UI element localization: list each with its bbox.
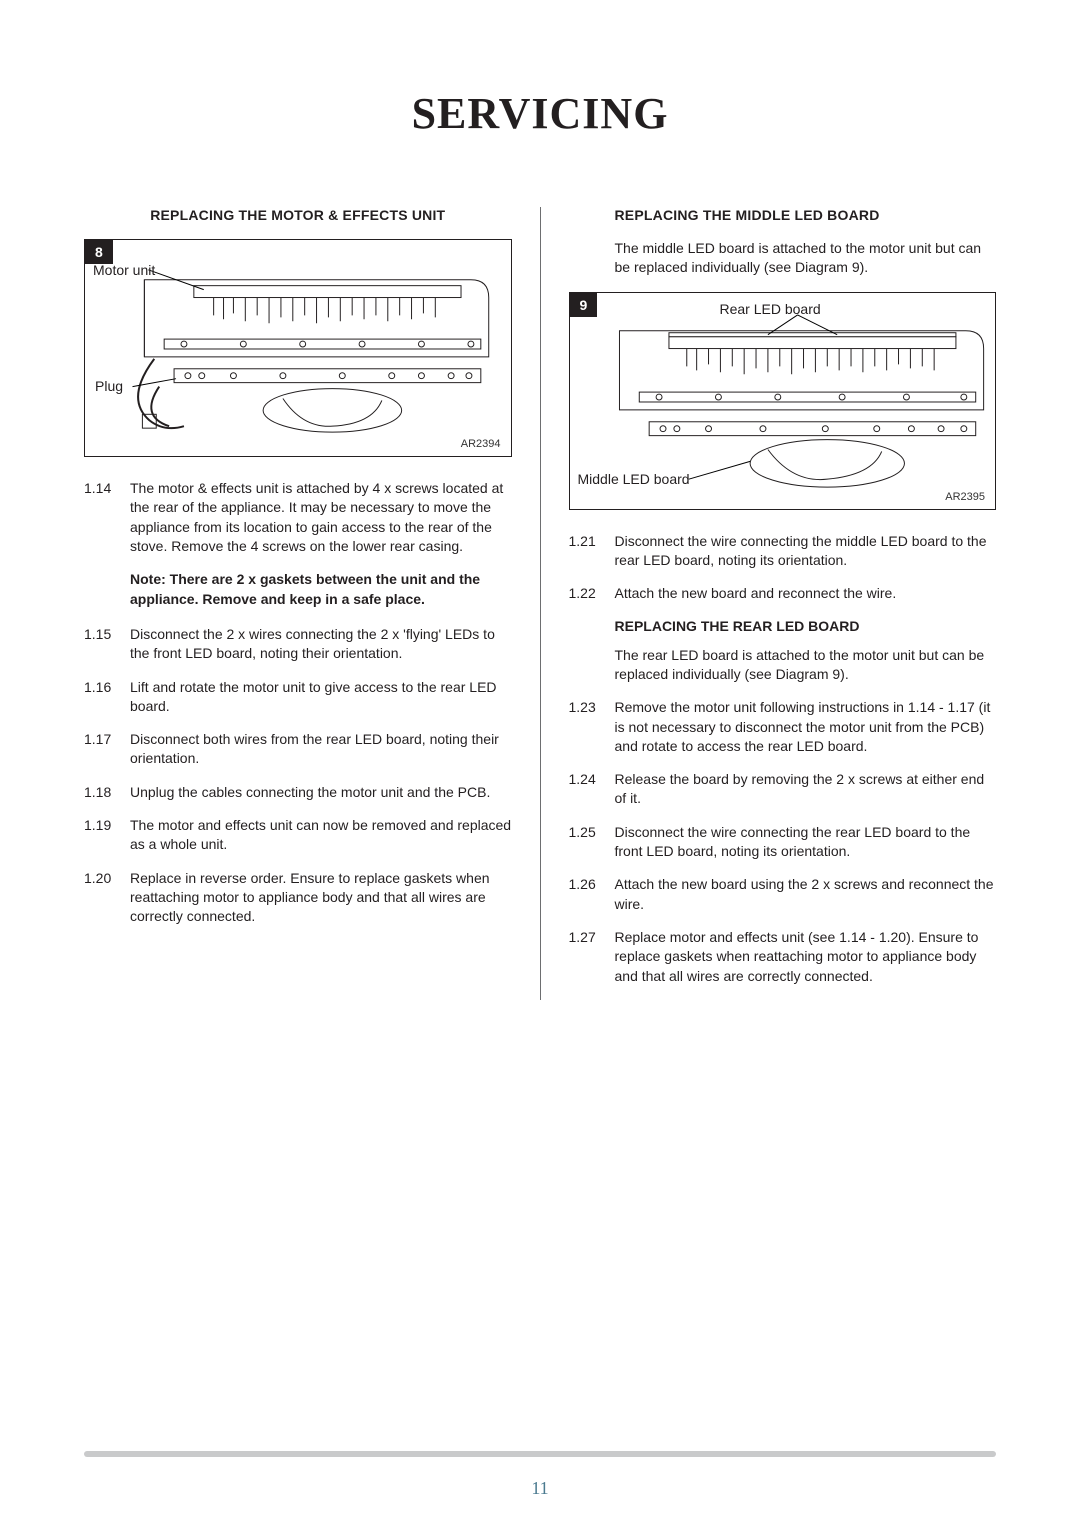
step-1-19: 1.19The motor and effects unit can now b… [84, 816, 512, 855]
callout-plug: Plug [95, 378, 123, 394]
step-num: 1.17 [84, 730, 130, 769]
step-text: Release the board by removing the 2 x sc… [615, 770, 997, 809]
step-num: 1.14 [84, 479, 130, 556]
step-num: 1.25 [569, 823, 615, 862]
step-1-24: 1.24Release the board by removing the 2 … [569, 770, 997, 809]
step-text: Unplug the cables connecting the motor u… [130, 783, 512, 802]
step-1-15: 1.15Disconnect the 2 x wires connecting … [84, 625, 512, 664]
step-1-23: 1.23Remove the motor unit following inst… [569, 698, 997, 756]
step-text: Attach the new board using the 2 x screw… [615, 875, 997, 914]
step-num: 1.20 [84, 869, 130, 927]
step-1-25: 1.25Disconnect the wire connecting the r… [569, 823, 997, 862]
diagram-8: 8 [84, 239, 512, 457]
diagram-9: 9 [569, 292, 997, 510]
step-num: 1.22 [569, 584, 615, 603]
page: SERVICING REPLACING THE MOTOR & EFFECTS … [0, 0, 1080, 1527]
rear-intro: The rear LED board is attached to the mo… [615, 646, 997, 685]
step-1-18: 1.18Unplug the cables connecting the mot… [84, 783, 512, 802]
step-num: 1.24 [569, 770, 615, 809]
step-1-21: 1.21Disconnect the wire connecting the m… [569, 532, 997, 571]
step-num: 1.15 [84, 625, 130, 664]
middle-intro: The middle LED board is attached to the … [615, 239, 997, 278]
footer-rule [84, 1451, 996, 1457]
step-text: Disconnect the 2 x wires connecting the … [130, 625, 512, 664]
step-num: 1.27 [569, 928, 615, 986]
step-text: Disconnect the wire connecting the rear … [615, 823, 997, 862]
step-1-26: 1.26Attach the new board using the 2 x s… [569, 875, 997, 914]
page-title: SERVICING [84, 88, 996, 139]
step-text: The motor and effects unit can now be re… [130, 816, 512, 855]
step-text: Remove the motor unit following instruct… [615, 698, 997, 756]
step-1-17: 1.17Disconnect both wires from the rear … [84, 730, 512, 769]
step-text: Replace motor and effects unit (see 1.14… [615, 928, 997, 986]
step-1-20: 1.20Replace in reverse order. Ensure to … [84, 869, 512, 927]
step-text: Attach the new board and reconnect the w… [615, 584, 997, 603]
step-1-14: 1.14The motor & effects unit is attached… [84, 479, 512, 556]
diagram-ref: AR2394 [461, 438, 501, 450]
middle-heading: REPLACING THE MIDDLE LED BOARD [615, 207, 997, 223]
step-1-16: 1.16Lift and rotate the motor unit to gi… [84, 678, 512, 717]
step-text: The motor & effects unit is attached by … [130, 479, 512, 556]
step-text: Lift and rotate the motor unit to give a… [130, 678, 512, 717]
right-column: REPLACING THE MIDDLE LED BOARD The middl… [540, 207, 997, 1000]
step-num: 1.16 [84, 678, 130, 717]
step-num: 1.18 [84, 783, 130, 802]
step-num: 1.23 [569, 698, 615, 756]
step-text: Replace in reverse order. Ensure to repl… [130, 869, 512, 927]
callout-motor-unit: Motor unit [93, 262, 155, 278]
rear-heading: REPLACING THE REAR LED BOARD [615, 618, 997, 634]
gasket-note: Note: There are 2 x gaskets between the … [130, 570, 512, 609]
page-number: 11 [0, 1478, 1080, 1499]
columns: REPLACING THE MOTOR & EFFECTS UNIT 8 [84, 207, 996, 1000]
callout-middle-led: Middle LED board [578, 471, 690, 487]
step-text: Disconnect the wire connecting the middl… [615, 532, 997, 571]
step-num: 1.19 [84, 816, 130, 855]
step-1-27: 1.27Replace motor and effects unit (see … [569, 928, 997, 986]
left-heading: REPLACING THE MOTOR & EFFECTS UNIT [84, 207, 512, 223]
step-num: 1.26 [569, 875, 615, 914]
step-num: 1.21 [569, 532, 615, 571]
step-1-22: 1.22Attach the new board and reconnect t… [569, 584, 997, 603]
callout-rear-led: Rear LED board [720, 301, 821, 317]
left-column: REPLACING THE MOTOR & EFFECTS UNIT 8 [84, 207, 540, 1000]
diagram-ref: AR2395 [945, 491, 985, 503]
step-text: Disconnect both wires from the rear LED … [130, 730, 512, 769]
